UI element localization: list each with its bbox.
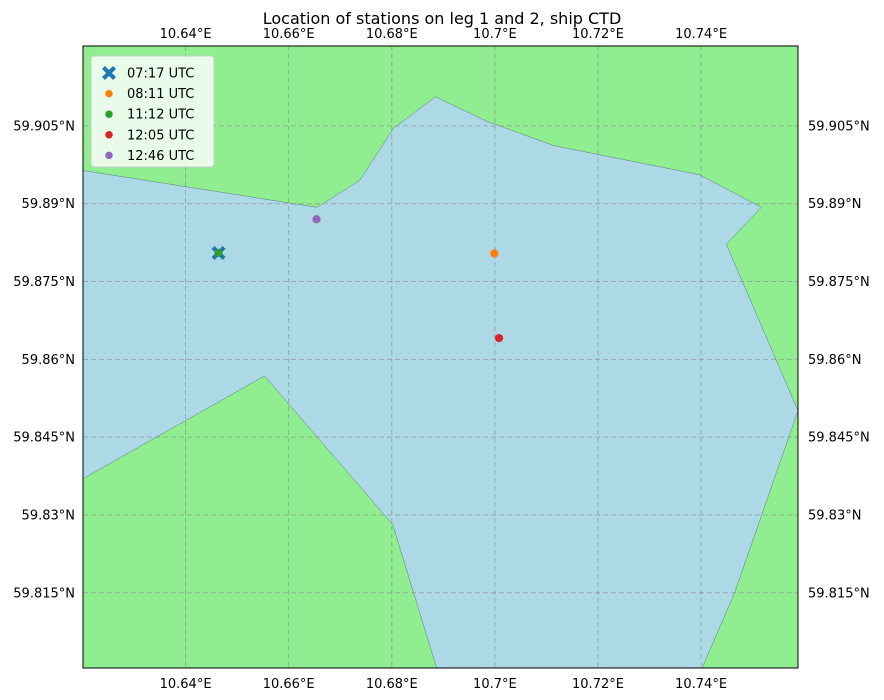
- x-tick-label-top: 10.7°E: [473, 27, 517, 42]
- x-tick-label-bottom: 10.7°E: [473, 677, 517, 692]
- legend-entry-label: 08:11 UTC: [127, 87, 194, 102]
- legend-marker: [105, 131, 113, 139]
- x-tick-label-bottom: 10.66°E: [263, 677, 315, 692]
- y-tick-label-left: 59.86°N: [22, 353, 75, 368]
- legend-entry-label: 12:46 UTC: [127, 149, 194, 164]
- legend-entry-label: 12:05 UTC: [127, 128, 194, 143]
- y-tick-label-left: 59.89°N: [22, 197, 75, 212]
- legend-marker: [105, 89, 113, 98]
- plot-frame: [82, 45, 799, 669]
- legend-marker: [102, 66, 116, 80]
- station-markers: [211, 215, 504, 343]
- x-tick-label-bottom: 10.74°E: [675, 677, 727, 692]
- x-tick-label-top: 10.66°E: [263, 27, 315, 42]
- y-tick-label-right: 59.845°N: [808, 431, 870, 446]
- x-tick-label-top: 10.74°E: [675, 27, 727, 42]
- chart-title: Location of stations on leg 1 and 2, shi…: [263, 9, 622, 28]
- legend-entry-label: 07:17 UTC: [127, 67, 194, 82]
- y-tick-label-right: 59.83°N: [808, 508, 861, 523]
- station-marker: [312, 215, 321, 224]
- y-tick-label-right: 59.905°N: [808, 119, 870, 134]
- y-tick-label-left: 59.845°N: [13, 431, 75, 446]
- y-tick-label-right: 59.815°N: [808, 586, 870, 601]
- water-area: [83, 96, 798, 668]
- x-tick-label-top: 10.64°E: [160, 27, 212, 42]
- station-marker: [490, 249, 499, 258]
- x-tick-label-top: 10.72°E: [572, 27, 624, 42]
- y-tick-label-left: 59.875°N: [13, 275, 75, 290]
- grid-lines: [83, 46, 798, 668]
- y-tick-label-left: 59.815°N: [13, 586, 75, 601]
- station-marker: [494, 333, 504, 343]
- legend-box: [90, 55, 215, 168]
- y-tick-label-right: 59.89°N: [808, 197, 861, 212]
- legend: 07:17 UTC 08:11 UTC 11:12 UTC 12:05 UTC 12:4…: [90, 55, 215, 168]
- legend-entry-label: 11:12 UTC: [127, 108, 194, 123]
- station-marker: [214, 248, 223, 258]
- map-area: [83, 46, 798, 668]
- legend-marker: [105, 151, 113, 160]
- legend-marker: [105, 110, 113, 118]
- x-tick-label-bottom: 10.72°E: [572, 677, 624, 692]
- axis-ticks: 10.64°E 10.64°E 10.66°E 10.66°E 10.68°E 10.68…: [13, 27, 869, 692]
- y-tick-label-right: 59.86°N: [808, 353, 861, 368]
- x-tick-label-bottom: 10.64°E: [160, 677, 212, 692]
- y-tick-label-left: 59.83°N: [22, 508, 75, 523]
- y-tick-label-right: 59.875°N: [808, 275, 870, 290]
- x-tick-label-bottom: 10.68°E: [366, 677, 418, 692]
- y-tick-label-left: 59.905°N: [13, 119, 75, 134]
- x-tick-label-top: 10.68°E: [366, 27, 418, 42]
